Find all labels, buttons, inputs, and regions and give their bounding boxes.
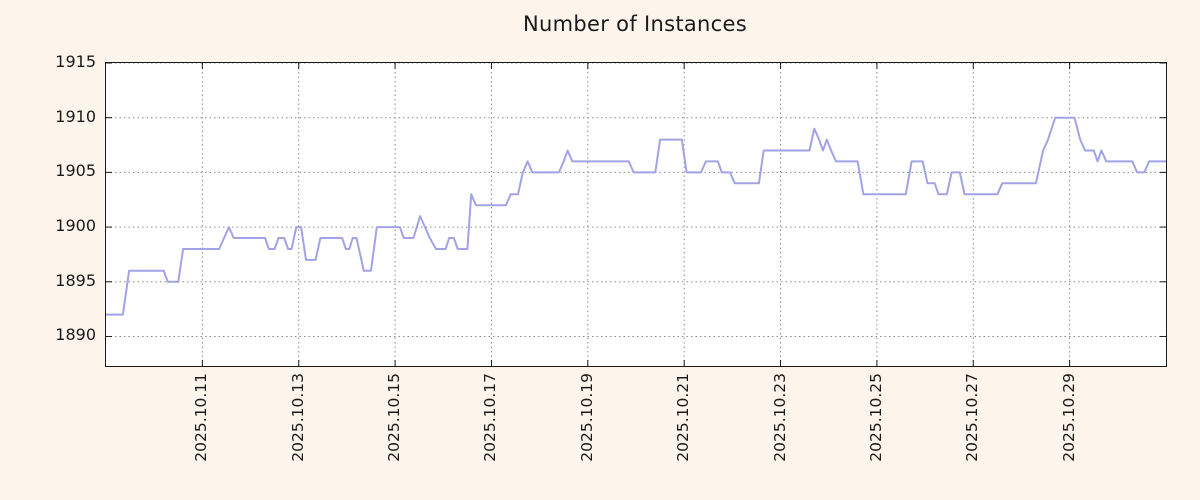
x-tick-label: 2025.10.27: [963, 373, 982, 462]
x-tick-label: 2025.10.23: [770, 373, 789, 462]
y-tick-label: 1895: [55, 270, 96, 290]
y-tick-label: 1905: [55, 161, 96, 181]
plot-area: [105, 62, 1167, 367]
x-tick-label: 2025.10.11: [192, 373, 211, 462]
x-tick-label: 2025.10.13: [288, 373, 307, 462]
y-tick-label: 1915: [55, 52, 96, 71]
x-tick-label: 2025.10.29: [1059, 373, 1078, 462]
x-tick-label: 2025.10.19: [577, 373, 596, 462]
y-tick-label: 1910: [55, 106, 96, 126]
x-tick-label: 2025.10.21: [674, 373, 693, 462]
data-line-instances: [106, 116, 1166, 316]
x-tick-label: 2025.10.25: [866, 373, 885, 462]
plot-svg: [106, 63, 1166, 366]
y-tick-label: 1900: [55, 216, 96, 236]
y-tick-label: 1890: [55, 325, 96, 345]
x-tick-label: 2025.10.15: [385, 373, 404, 462]
x-tick-label: 2025.10.17: [481, 373, 500, 462]
chart-title: Number of Instances: [523, 12, 747, 36]
